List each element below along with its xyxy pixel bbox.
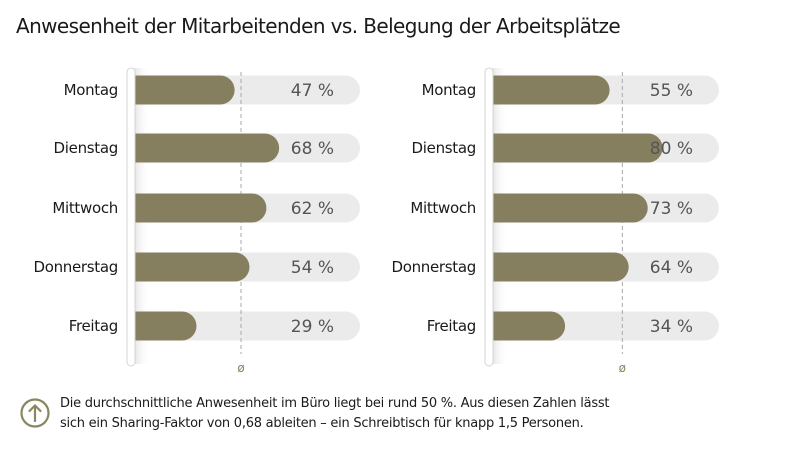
average-label: ø <box>619 361 626 375</box>
value-label: 62 % <box>291 199 334 219</box>
bar-start <box>493 252 522 282</box>
bar <box>135 133 280 163</box>
bar-start <box>493 311 522 341</box>
bar-start <box>493 193 522 223</box>
value-label: 73 % <box>650 199 693 219</box>
category-label: Dienstag <box>412 139 476 157</box>
category-label: Mittwoch <box>52 199 118 217</box>
bar <box>493 75 610 105</box>
bar <box>493 193 648 223</box>
category-label: Donnerstag <box>33 258 118 276</box>
value-label: 68 % <box>291 139 334 159</box>
vertical-axis <box>126 67 136 367</box>
value-label: 54 % <box>291 258 334 278</box>
footer-note: Die durchschnittliche Anwesenheit im Bür… <box>60 394 660 434</box>
category-label: Freitag <box>69 317 118 335</box>
category-label: Mittwoch <box>410 199 476 217</box>
average-label: ø <box>237 361 244 375</box>
bar-start <box>135 311 164 341</box>
value-label: 80 % <box>650 139 693 159</box>
value-label: 64 % <box>650 258 693 278</box>
category-label: Dienstag <box>54 139 118 157</box>
bar <box>135 193 267 223</box>
category-label: Freitag <box>427 317 476 335</box>
arrow-up-circle-icon <box>20 398 50 428</box>
value-label: 29 % <box>291 317 334 337</box>
value-label: 34 % <box>650 317 693 337</box>
value-label: 47 % <box>291 81 334 101</box>
footer-line-1: Die durchschnittliche Anwesenheit im Bür… <box>60 396 610 411</box>
footer-line-2: sich ein Sharing-Faktor von 0,68 ableite… <box>60 416 584 431</box>
chart-title: Anwesenheit der Mitarbeitenden vs. Beleg… <box>16 14 621 38</box>
category-label: Montag <box>64 81 118 99</box>
charts-canvas: ø Montag 47 % Dienstag 68 % Mittwoch 62 % Donne… <box>33 67 719 375</box>
value-label: 55 % <box>650 81 693 101</box>
category-label: Montag <box>422 81 476 99</box>
bar-start <box>135 193 164 223</box>
category-label: Donnerstag <box>391 258 476 276</box>
vertical-axis <box>484 67 494 367</box>
chart-right: ø Montag 55 % Dienstag 80 % Mittwoch 73 % Donne… <box>391 67 719 375</box>
bar-start <box>493 133 522 163</box>
bar <box>493 252 629 282</box>
bar-start <box>135 133 164 163</box>
bar-start <box>135 252 164 282</box>
bar-start <box>135 75 164 105</box>
bar <box>493 133 663 163</box>
bar-start <box>493 75 522 105</box>
chart-left: ø Montag 47 % Dienstag 68 % Mittwoch 62 % Donne… <box>33 67 360 375</box>
